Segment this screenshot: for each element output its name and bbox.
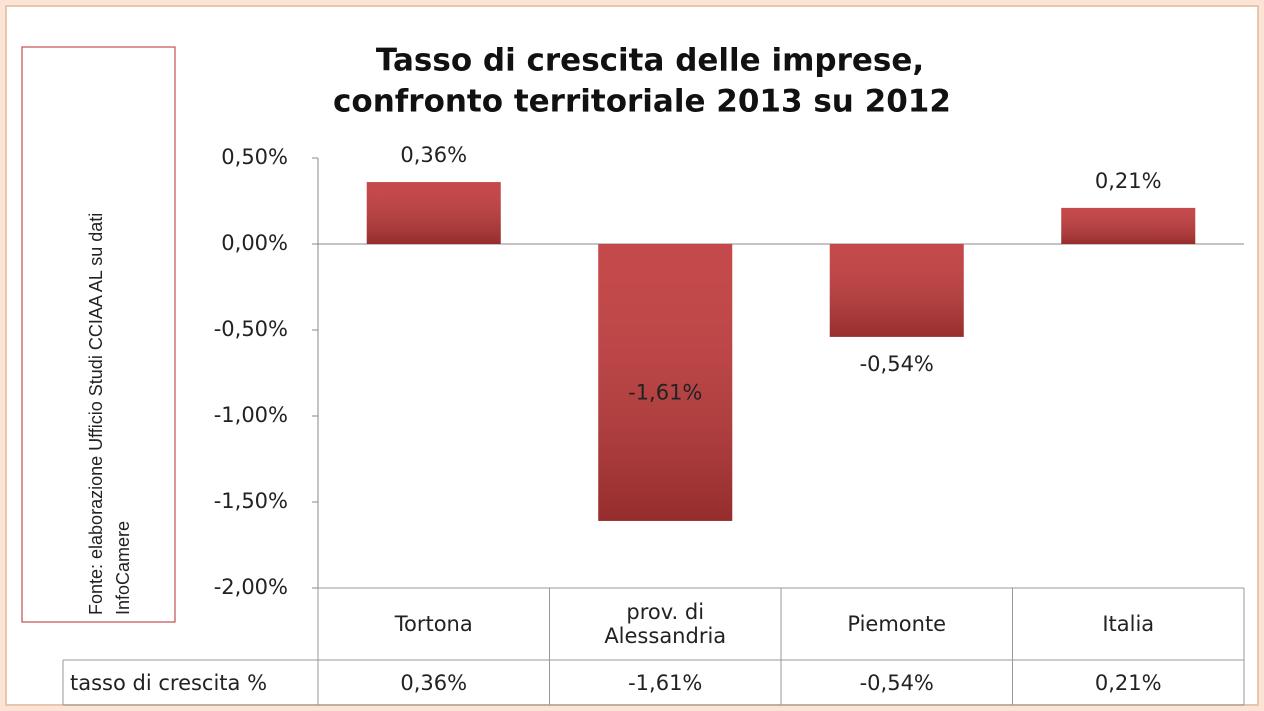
x-tick-text: Italia [1102,612,1155,636]
category-cell: prov. di Alessandria [550,588,782,660]
data-label: -0,54% [860,352,934,376]
y-tick-label: 0,00% [221,231,288,255]
x-tick-label: Italia [1013,588,1245,660]
data-label: 0,21% [1095,169,1162,193]
x-tick-text: Tortona [394,612,473,636]
data-label: 0,36% [400,143,467,167]
y-tick-label: 0,50% [221,145,288,169]
category-cell: Piemonte [781,588,1013,660]
chart-title: Tasso di crescita delle imprese, [376,43,924,79]
category-cell: Italia [1013,588,1245,660]
table-value: -0,54% [860,671,934,695]
x-tick-label: Piemonte [781,588,1013,660]
x-tick-label: Tortona [318,588,550,660]
x-tick-text: Piemonte [847,612,947,636]
x-tick-text: prov. di Alessandria [604,600,727,648]
chart-title: confronto territoriale 2013 su 2012 [333,84,951,120]
x-tick-label: prov. di Alessandria [550,588,782,660]
source: Fonte: elaborazione Ufficio Studi CCIAA … [86,213,106,615]
table-value: 0,21% [1095,671,1162,695]
table-value: 0,36% [400,671,467,695]
bar-shade [366,182,501,244]
bar-shade [598,244,733,521]
y-tick-label: -2,00% [214,575,288,599]
table-row-label: tasso di crescita % [70,671,267,695]
table-value: -1,61% [628,671,702,695]
bar-shade [1061,207,1196,244]
category-cell: Tortona [318,588,550,660]
y-tick-label: -1,50% [214,489,288,513]
source-box [21,46,176,623]
y-tick-label: -1,00% [214,403,288,427]
source: InfoCamere [113,521,133,615]
bar-shade [829,244,964,337]
y-tick-label: -0,50% [214,317,288,341]
data-label: -1,61% [628,381,702,405]
